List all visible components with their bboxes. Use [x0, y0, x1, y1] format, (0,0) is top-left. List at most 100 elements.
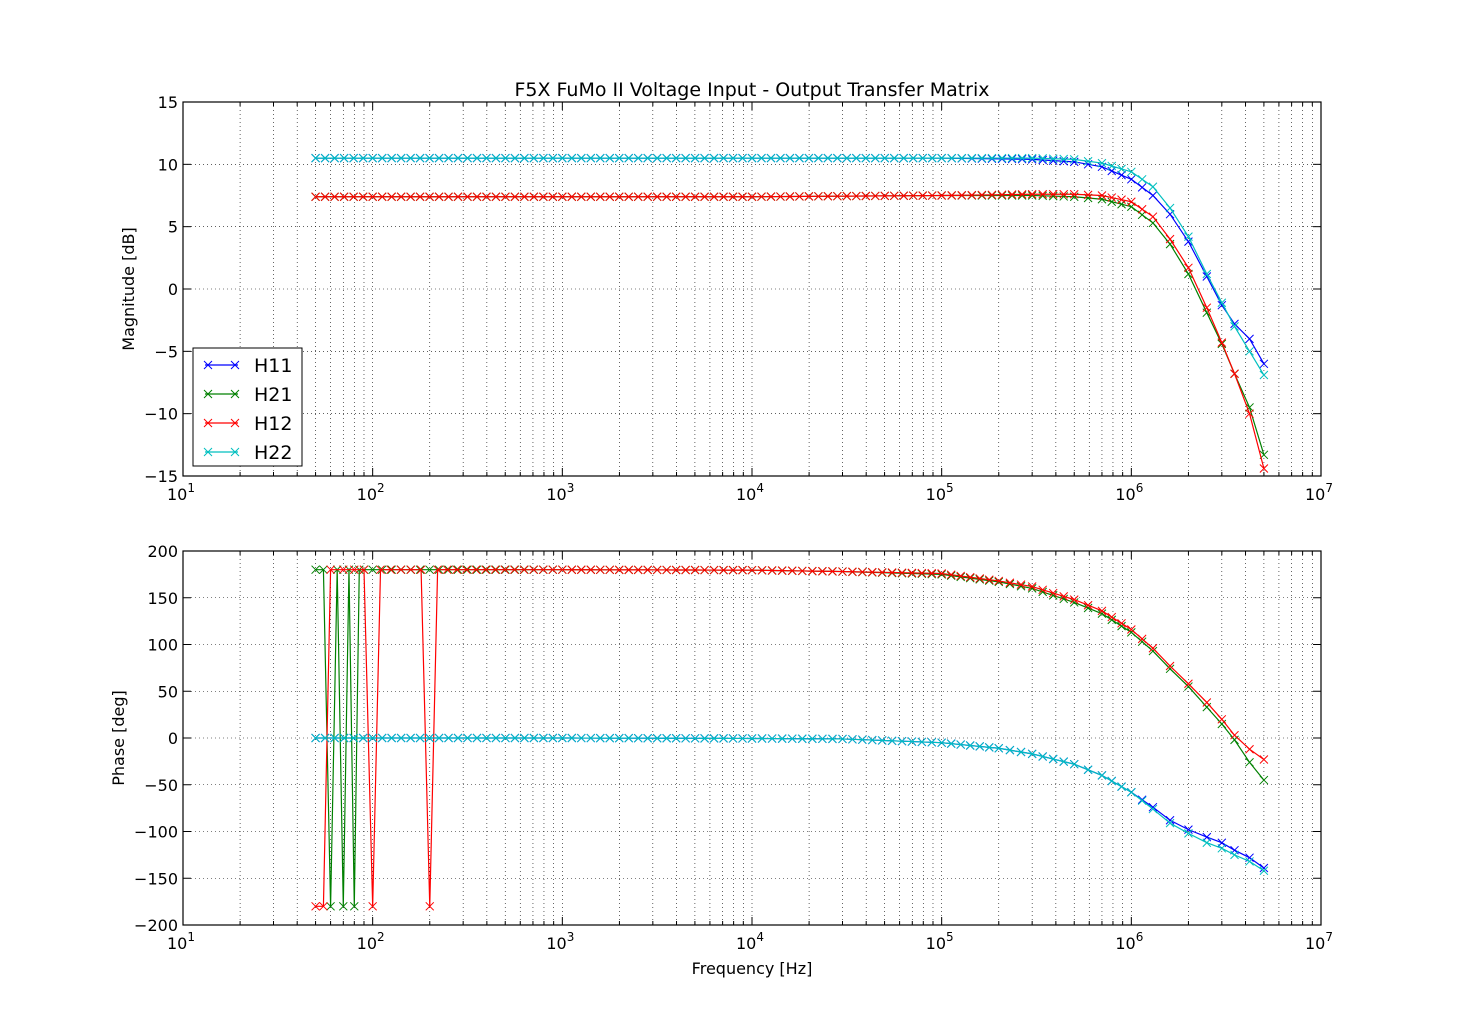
phase-marker — [425, 901, 435, 911]
magnitude-y-axis-label: Magnitude [dB] — [119, 227, 138, 350]
phase-marker — [897, 568, 907, 578]
magnitude-marker — [1038, 155, 1048, 165]
magnitude-marker — [1165, 234, 1175, 244]
phase-marker — [1038, 752, 1048, 761]
phase-marker — [349, 733, 358, 743]
magnitude-marker — [1245, 409, 1254, 419]
phase-marker — [529, 565, 538, 575]
magnitude-marker — [880, 191, 890, 201]
phase-marker — [396, 733, 406, 743]
phase-marker — [1059, 757, 1069, 766]
phase-marker — [1069, 595, 1079, 604]
phase-marker — [319, 901, 328, 911]
phase-marker — [1005, 745, 1015, 755]
magnitude-marker — [662, 192, 672, 202]
magnitude-line-h22 — [315, 157, 1265, 376]
phase-marker — [1005, 578, 1015, 588]
magnitude-series-h12 — [311, 189, 1269, 473]
phase-marker — [807, 734, 817, 744]
magnitude-marker — [1038, 154, 1048, 163]
phase-marker — [595, 733, 605, 743]
magnitude-marker — [595, 153, 605, 163]
magnitude-marker — [643, 153, 653, 163]
magnitude-marker — [1038, 191, 1048, 201]
magnitude-marker — [700, 192, 709, 202]
phase-marker — [1137, 634, 1147, 644]
magnitude-marker — [387, 192, 396, 202]
phase-y-tick-label: 200 — [147, 542, 178, 561]
phase-marker — [491, 733, 501, 743]
phase-marker — [917, 568, 927, 578]
phase-marker — [1059, 591, 1069, 601]
magnitude-marker — [1126, 174, 1136, 184]
phase-marker — [319, 565, 328, 575]
phase-y-tick-label: 50 — [158, 682, 178, 701]
phase-marker — [709, 734, 719, 743]
magnitude-marker — [652, 192, 662, 202]
magnitude-marker — [804, 192, 814, 201]
magnitude-marker — [434, 192, 444, 202]
legend-marker — [230, 447, 240, 457]
magnitude-grid — [183, 102, 1321, 476]
legend-marker — [203, 360, 213, 370]
magnitude-marker — [624, 153, 634, 163]
phase-marker — [358, 733, 368, 743]
phase-marker — [1165, 661, 1175, 671]
magnitude-marker — [614, 153, 624, 163]
magnitude-marker — [320, 153, 330, 163]
phase-marker — [1107, 615, 1117, 625]
magnitude-marker — [814, 153, 823, 163]
phase-marker — [311, 565, 320, 575]
phase-marker — [471, 565, 481, 575]
phase-marker — [671, 733, 681, 743]
magnitude-marker — [387, 153, 396, 163]
magnitude-marker — [870, 191, 880, 201]
phase-marker — [757, 734, 767, 743]
phase-marker — [425, 565, 434, 575]
magnitude-marker — [1217, 338, 1227, 347]
phase-marker — [1083, 765, 1093, 775]
tick-label-exponent: 3 — [567, 930, 575, 944]
tick-label-base: 10 — [1305, 485, 1325, 504]
magnitude-y-tick-label: −15 — [144, 467, 178, 486]
phase-marker — [442, 565, 452, 575]
phase-marker — [965, 573, 975, 583]
phase-marker — [311, 733, 320, 743]
phase-marker — [690, 733, 700, 743]
magnitude-marker — [539, 153, 548, 163]
phase-marker — [1148, 804, 1158, 814]
magnitude-marker — [977, 153, 987, 163]
phase-marker — [510, 733, 520, 743]
phase-marker — [1117, 621, 1126, 631]
magnitude-marker — [997, 153, 1007, 163]
phase-marker — [453, 733, 463, 743]
magnitude-marker — [1083, 190, 1093, 200]
magnitude-marker — [776, 192, 785, 201]
phase-marker — [1137, 796, 1147, 805]
phase-marker — [818, 566, 827, 576]
phase-marker — [797, 566, 807, 576]
tick-label-base: 10 — [546, 485, 566, 504]
phase-marker — [576, 733, 586, 743]
magnitude-marker — [1097, 191, 1107, 200]
magnitude-marker — [406, 153, 415, 163]
phase-marker — [1245, 857, 1254, 866]
magnitude-marker — [766, 153, 776, 163]
legend-marker — [230, 418, 240, 428]
magnitude-line-h12 — [315, 193, 1265, 469]
magnitude-marker — [908, 153, 918, 163]
magnitude-marker — [330, 153, 339, 163]
tick-label-exponent: 4 — [756, 930, 764, 944]
magnitude-marker — [652, 153, 662, 163]
magnitude-marker — [997, 191, 1007, 200]
phase-marker — [787, 566, 797, 576]
phase-marker — [415, 733, 425, 743]
phase-marker — [1048, 754, 1058, 764]
magnitude-marker — [709, 192, 719, 202]
phase-marker — [1217, 714, 1227, 724]
phase-marker — [917, 737, 927, 747]
magnitude-marker — [368, 192, 378, 202]
magnitude-marker — [1184, 263, 1193, 273]
legend-marker — [203, 447, 213, 457]
